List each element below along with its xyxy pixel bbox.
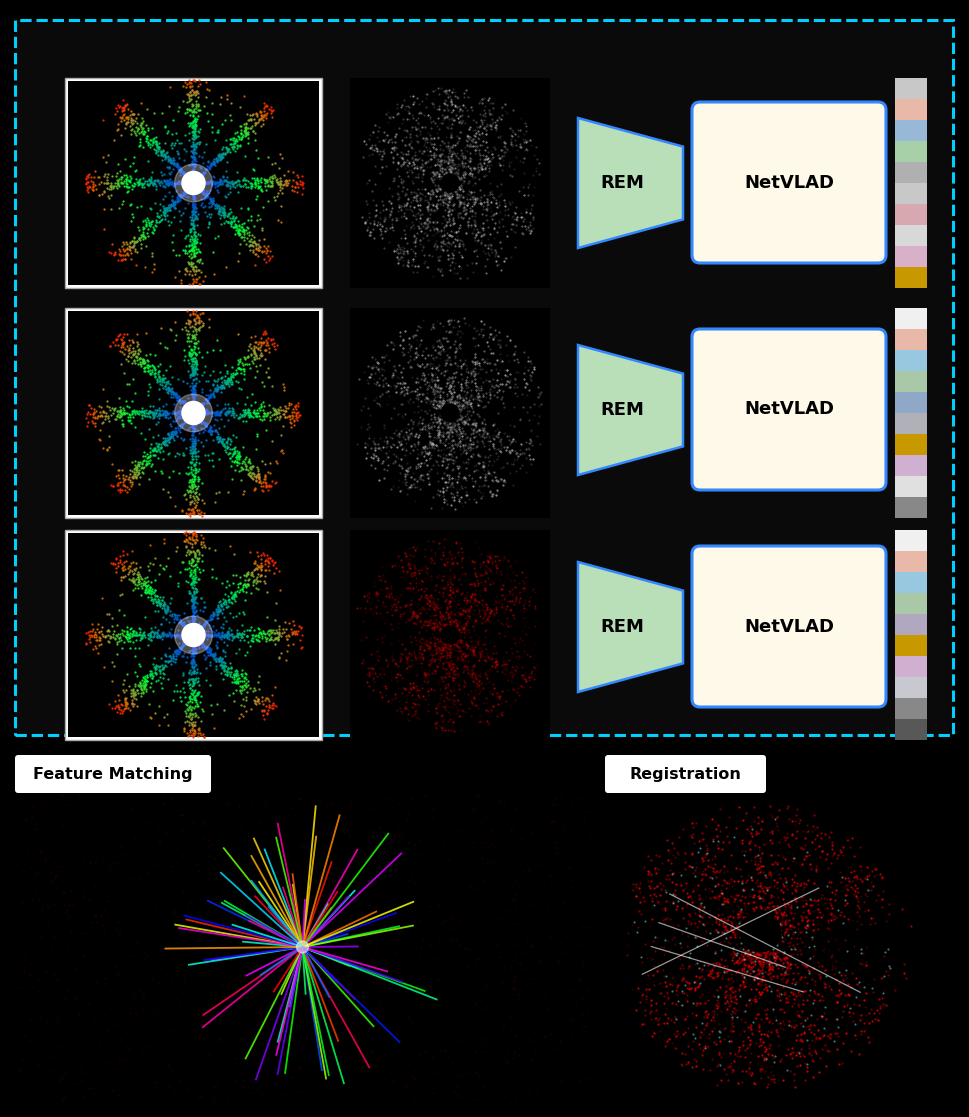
Bar <box>68 311 319 515</box>
Bar <box>895 529 927 551</box>
Bar <box>895 392 927 413</box>
Bar <box>895 99 927 120</box>
Bar <box>65 529 322 739</box>
Circle shape <box>441 626 459 645</box>
Bar <box>895 330 927 350</box>
Bar <box>895 162 927 183</box>
Bar <box>895 120 927 141</box>
Bar <box>895 350 927 371</box>
Bar <box>895 308 927 330</box>
Bar <box>65 78 322 288</box>
Bar <box>895 614 927 634</box>
Bar <box>65 308 322 518</box>
Bar <box>895 572 927 593</box>
Circle shape <box>441 174 459 192</box>
Bar <box>895 677 927 698</box>
Bar <box>895 267 927 288</box>
Text: REM: REM <box>600 618 644 636</box>
Circle shape <box>441 404 459 422</box>
Bar <box>350 78 550 288</box>
Circle shape <box>297 941 308 953</box>
Text: NetVLAD: NetVLAD <box>744 401 834 419</box>
FancyBboxPatch shape <box>15 755 211 793</box>
Text: REM: REM <box>600 174 644 192</box>
FancyBboxPatch shape <box>692 546 886 707</box>
FancyBboxPatch shape <box>605 755 766 793</box>
Bar <box>895 435 927 455</box>
Bar <box>350 308 550 518</box>
Text: Feature Matching: Feature Matching <box>33 766 193 782</box>
Bar <box>350 529 550 739</box>
Bar <box>602 793 954 1101</box>
Text: NetVLAD: NetVLAD <box>744 173 834 191</box>
Bar <box>895 183 927 204</box>
FancyBboxPatch shape <box>692 102 886 262</box>
Bar <box>895 593 927 614</box>
Polygon shape <box>578 345 683 475</box>
Text: Registration: Registration <box>630 766 741 782</box>
Circle shape <box>182 401 205 424</box>
Text: REM: REM <box>600 401 644 419</box>
Circle shape <box>182 171 205 194</box>
Bar <box>895 634 927 656</box>
Bar <box>15 20 953 735</box>
Bar <box>68 533 319 737</box>
Circle shape <box>740 911 780 952</box>
Bar <box>895 455 927 476</box>
Polygon shape <box>578 562 683 693</box>
Bar <box>895 656 927 677</box>
Bar <box>895 371 927 392</box>
Bar <box>895 225 927 246</box>
Bar <box>895 141 927 162</box>
FancyBboxPatch shape <box>692 330 886 490</box>
Bar <box>895 413 927 435</box>
Bar <box>895 719 927 739</box>
Polygon shape <box>578 118 683 248</box>
Bar <box>895 698 927 719</box>
Circle shape <box>174 617 212 653</box>
Text: NetVLAD: NetVLAD <box>744 618 834 636</box>
Bar <box>895 497 927 518</box>
Circle shape <box>174 164 212 202</box>
Bar <box>895 78 927 99</box>
Bar <box>895 551 927 572</box>
Bar <box>895 204 927 225</box>
Circle shape <box>174 394 212 432</box>
Bar <box>895 476 927 497</box>
Bar <box>895 246 927 267</box>
Bar <box>68 82 319 285</box>
Circle shape <box>182 623 205 647</box>
Bar <box>15 793 590 1101</box>
